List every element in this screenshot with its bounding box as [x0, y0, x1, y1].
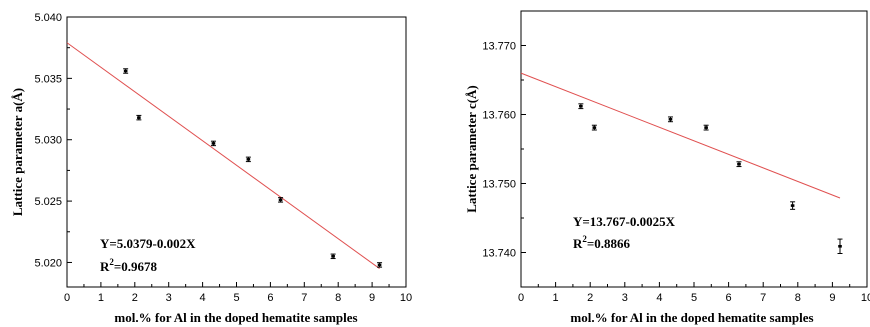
point-marker: [592, 126, 597, 129]
r-squared-prefix: R: [573, 236, 583, 251]
r-squared-value: =0.8866: [587, 236, 631, 251]
data-points: [123, 68, 383, 268]
x-tick-label: 0: [518, 292, 524, 304]
x-tick-label: 2: [587, 292, 593, 304]
x-tick-label: 8: [795, 292, 801, 304]
y-axis-ticks: 13.740 13.750 13.760 13.770: [482, 10, 526, 288]
x-tick-label: 4: [656, 292, 662, 304]
r-squared-label: R2=0.9678: [100, 257, 158, 274]
y-tick-label: 5.020: [34, 257, 62, 269]
y-tick-label: 5.040: [34, 12, 62, 24]
x-tick-label: 4: [200, 292, 206, 304]
data-point: [330, 253, 336, 260]
r-squared-superscript: 2: [582, 234, 587, 244]
point-marker: [123, 69, 128, 73]
data-point: [790, 201, 796, 210]
x-tick-label: 7: [760, 292, 766, 304]
x-tick-label: 2: [132, 292, 138, 304]
x-tick-label: 1: [98, 292, 104, 304]
x-axis-ticks: 0 1 2 3 4 5 6 7 8 9 10: [518, 282, 870, 304]
y-tick-label: 13.750: [482, 179, 516, 191]
x-axis-title: mol.% for Al in the doped hematite sampl…: [114, 310, 357, 325]
x-tick-label: 6: [267, 292, 273, 304]
y-tick-label: 5.035: [34, 73, 62, 85]
r-squared-label: R2=0.8866: [573, 234, 631, 251]
data-point: [136, 114, 142, 121]
data-point: [210, 140, 216, 147]
point-marker: [704, 126, 708, 129]
point-marker: [790, 204, 795, 207]
x-tick-label: 10: [400, 292, 412, 304]
x-tick-label: 10: [861, 292, 870, 304]
point-marker: [838, 244, 842, 248]
data-point: [837, 238, 843, 254]
x-tick-label: 9: [829, 292, 835, 304]
y-tick-label: 13.760: [482, 110, 516, 122]
x-tick-label: 8: [335, 292, 341, 304]
point-marker: [377, 263, 382, 267]
y-tick-label: 13.770: [482, 41, 516, 53]
data-point: [245, 156, 251, 163]
r-squared-value: =0.9678: [114, 259, 158, 274]
chart-lattice-c: 0 1 2 3 4 5 6 7 8 9 10 13.740 13.750 13.760 13.770 mo…: [464, 10, 870, 325]
fit-line-group: [520, 72, 841, 199]
x-tick-label: 5: [691, 292, 697, 304]
y-axis-title: Lattice parameter a(Å): [10, 88, 25, 216]
r-squared-prefix: R: [100, 259, 110, 274]
data-point: [278, 197, 284, 203]
point-marker: [246, 158, 251, 161]
data-point: [377, 262, 383, 268]
linear-fit-line: [66, 42, 380, 269]
fit-equation: Y=5.0379-0.002X: [100, 236, 196, 251]
data-points: [578, 103, 843, 254]
x-tick-label: 3: [622, 292, 628, 304]
y-tick-label: 5.025: [34, 196, 62, 208]
fit-line-group: [66, 42, 380, 269]
linear-fit-line: [520, 72, 841, 199]
point-marker: [137, 116, 141, 119]
x-axis-ticks: 0 1 2 3 4 5 6 7 8 9 10: [64, 282, 412, 304]
r-squared-superscript: 2: [109, 257, 114, 267]
fit-equation: Y=13.767-0.0025X: [573, 214, 676, 229]
x-tick-label: 6: [726, 292, 732, 304]
y-axis-ticks: 5.020 5.025 5.030 5.035 5.040: [34, 12, 72, 269]
data-point: [703, 124, 709, 131]
point-marker: [211, 142, 216, 145]
y-axis-title: Lattice parameter c(Å): [464, 85, 479, 213]
point-marker: [278, 198, 283, 202]
data-point: [736, 161, 742, 168]
data-point: [591, 124, 597, 131]
point-marker: [737, 162, 741, 166]
x-tick-label: 3: [166, 292, 172, 304]
y-tick-label: 5.030: [34, 135, 62, 147]
point-marker: [668, 118, 673, 121]
x-tick-label: 1: [553, 292, 559, 304]
y-tick-label: 13.740: [482, 248, 516, 260]
data-point: [667, 116, 673, 123]
point-marker: [331, 255, 335, 258]
point-marker: [579, 104, 583, 108]
x-tick-label: 5: [233, 292, 239, 304]
data-point: [578, 103, 584, 110]
x-axis-title: mol.% for Al in the doped hematite sampl…: [570, 310, 813, 325]
x-tick-label: 9: [369, 292, 375, 304]
data-point: [123, 68, 129, 74]
x-tick-label: 7: [301, 292, 307, 304]
chart-lattice-a: 0 1 2 3 4 5 6 7 8 9 10 5.020 5.025 5.030 5.035 5.040 m…: [10, 12, 412, 325]
x-tick-label: 0: [64, 292, 70, 304]
